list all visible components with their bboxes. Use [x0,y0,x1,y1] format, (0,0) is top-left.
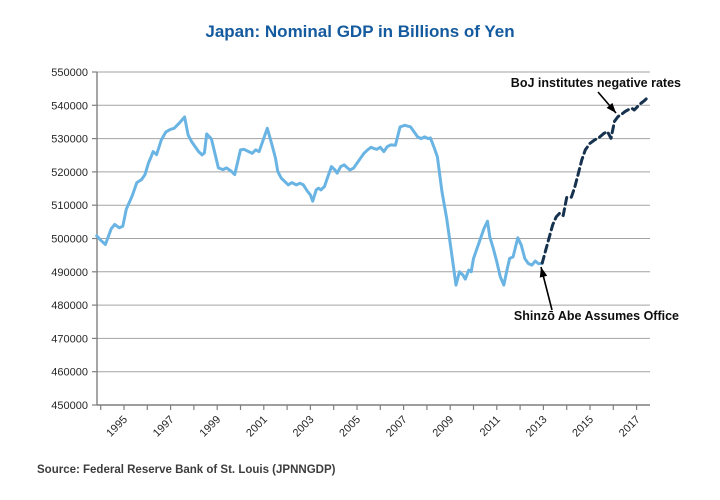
x-tick-label: 1999 [198,414,224,440]
source-attribution: Source: Federal Reserve Bank of St. Loui… [37,464,336,476]
y-tick-label: 490000 [51,267,88,279]
y-tick-label: 460000 [51,367,88,379]
arrowhead-abe-assumes-office [539,267,548,278]
y-tick-label: 520000 [51,167,88,179]
y-tick-label: 550000 [51,67,88,79]
series-nominal-gdp-actual [95,115,544,287]
series-nominal-gdp-dashed-projection [540,96,649,265]
annotation-abe-assumes-office: Shinzō Abe Assumes Office [513,309,679,323]
x-tick-label: 1997 [151,414,177,440]
chart-title: Japan: Nominal GDP in Billions of Yen [205,22,515,41]
y-tick-label: 470000 [51,333,88,345]
annotation-boj-negative-rates: BoJ institutes negative rates [510,76,681,90]
y-tick-label: 450000 [51,400,88,412]
x-tick-label: 2003 [291,414,317,440]
y-tick-label: 500000 [51,234,88,246]
x-tick-label: 2009 [431,414,457,440]
x-tick-label: 1995 [104,414,130,440]
x-tick-label: 2013 [524,414,550,440]
y-tick-label: 480000 [51,300,88,312]
y-tick-label: 540000 [51,100,88,112]
x-tick-label: 2017 [617,414,643,440]
y-tick-label: 530000 [51,134,88,146]
x-tick-label: 2015 [570,414,596,440]
x-tick-label: 2011 [478,414,503,439]
x-tick-label: 2001 [244,414,270,440]
arrowhead-boj-negative-rates [606,102,616,113]
x-tick-label: 2007 [384,414,410,440]
y-tick-label: 510000 [51,200,88,212]
x-tick-label: 2005 [337,414,363,440]
